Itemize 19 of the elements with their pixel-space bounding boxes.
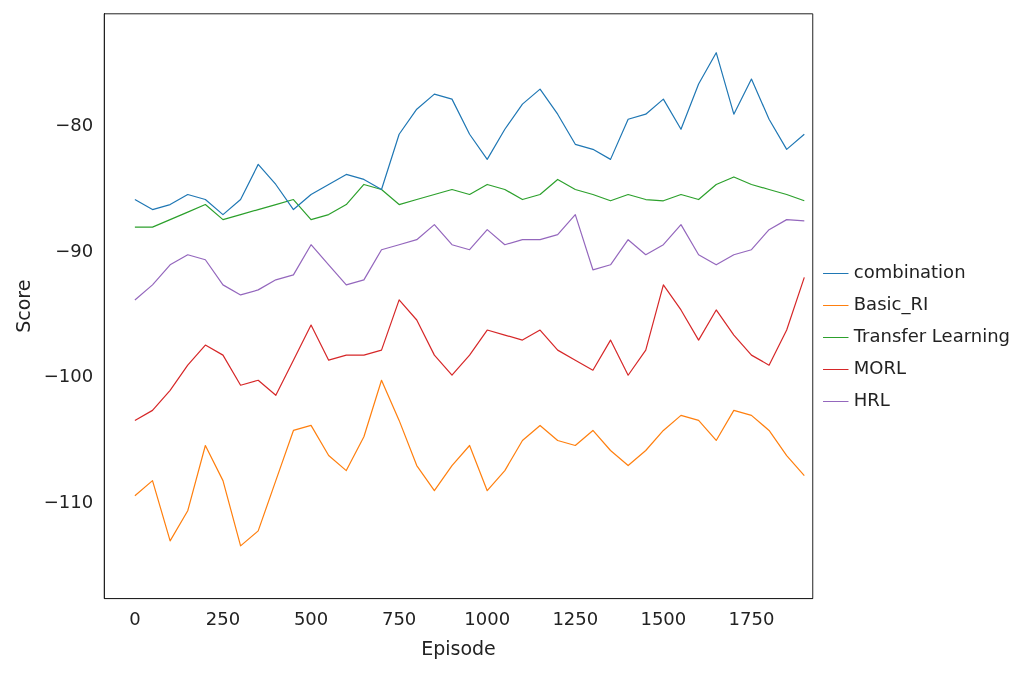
x-tick-label: 1500: [640, 608, 687, 630]
x-tick-label: 1250: [552, 608, 599, 630]
x-tick-label: 1750: [728, 608, 775, 630]
y-tick-label: −90: [55, 239, 94, 261]
legend-label: Transfer Learning: [852, 325, 1011, 347]
legend-label: HRL: [853, 389, 890, 411]
legend-label: combination: [853, 261, 966, 283]
legend-label: MORL: [853, 357, 906, 379]
legend-label: Basic_RI: [853, 293, 929, 316]
y-tick-label: −110: [43, 490, 94, 512]
x-tick-label: 750: [381, 608, 417, 630]
x-tick-label: 1000: [464, 608, 511, 630]
x-axis-title: Episode: [421, 636, 496, 659]
x-tick-label: 500: [293, 608, 329, 630]
y-tick-label: −100: [43, 365, 94, 387]
x-tick-label: 250: [205, 608, 241, 630]
y-tick-label: −80: [55, 114, 94, 136]
x-tick-label: 0: [129, 608, 141, 630]
y-axis-title: Score: [12, 279, 35, 333]
